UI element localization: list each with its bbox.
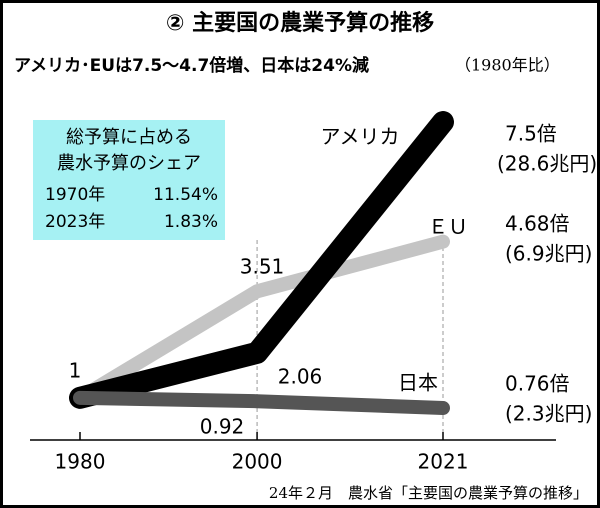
amount-label: (6.9兆円) [505, 242, 592, 266]
x-tick-label: 2000 [232, 450, 283, 474]
series-name: アメリカ [321, 125, 400, 149]
amount-label: (28.6兆円) [497, 152, 597, 176]
x-tick-label: 1980 [55, 450, 106, 474]
data-label: 3.51 [240, 255, 285, 279]
data-label: 1 [69, 359, 82, 383]
x-tick-label: 2021 [418, 450, 469, 474]
inset-title: 総予算に占める [66, 127, 192, 148]
inset-share: 1.83% [164, 212, 218, 232]
inset-year: 1970年 [45, 185, 105, 205]
series-name: ＥＵ [428, 215, 468, 239]
inset-title: 農水予算のシェア [57, 153, 201, 174]
data-label: 7.5倍 [505, 122, 557, 146]
data-label: 2.06 [278, 365, 323, 389]
series-line [73, 234, 450, 405]
data-label: 0.92 [200, 415, 245, 439]
subtitle: アメリカ･EUは7.5〜4.7倍増、日本は24%減 [14, 55, 369, 76]
series-name: 日本 [398, 371, 438, 395]
source: 24年２月 農水省「主要国の農業予算の推移」 [269, 484, 588, 502]
inset-share: 11.54% [153, 185, 218, 205]
inset-year: 2023年 [45, 212, 105, 232]
inset-box [33, 120, 225, 240]
subtitle-note: （1980年比） [455, 56, 560, 75]
series-line [69, 111, 454, 409]
amount-label: (2.3兆円) [505, 402, 592, 426]
data-label: 4.68倍 [505, 212, 570, 236]
data-label: 0.76倍 [505, 372, 570, 396]
series-line [73, 390, 450, 415]
chart-title: ② 主要国の農業予算の推移 [166, 10, 434, 36]
